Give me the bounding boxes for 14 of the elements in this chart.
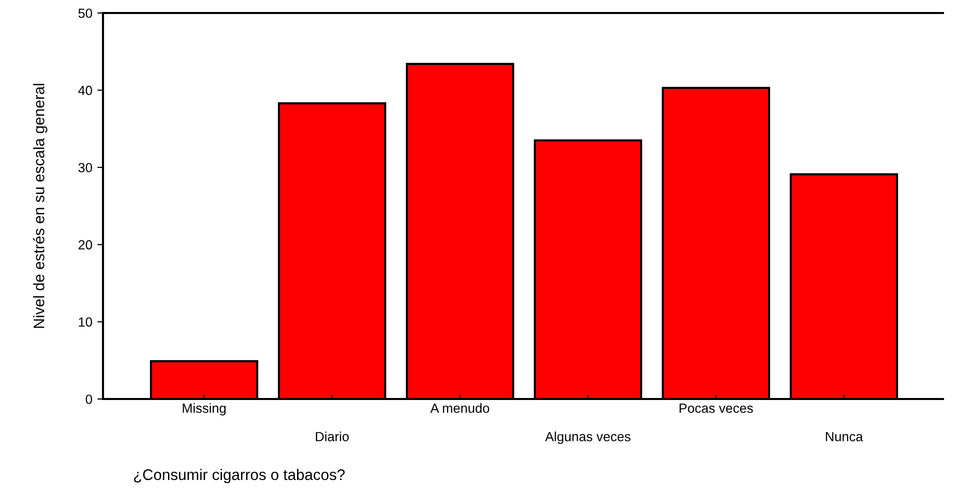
x-tick-label: Missing [182, 403, 226, 416]
y-tick-label: 10 [78, 317, 92, 327]
y-tick-label: 50 [78, 8, 92, 18]
x-tick-label: A menudo [430, 403, 490, 413]
y-tick-label: 40 [78, 86, 92, 96]
y-tick-label: 0 [86, 394, 92, 404]
x-tick-label: Nunca [826, 432, 863, 442]
y-tick-label: 30 [78, 162, 92, 172]
x-tick-label: Algunas veces [545, 432, 630, 444]
x-tick-label: Pocas veces [680, 404, 753, 413]
x-tick-label: Diario [316, 432, 349, 442]
y-tick-label: 20 [78, 240, 92, 250]
x-axis-title: ¿Consumir cigarros o tabacos? [134, 468, 345, 484]
y-axis-title: Nivel de estrés en su escala general [32, 84, 48, 328]
